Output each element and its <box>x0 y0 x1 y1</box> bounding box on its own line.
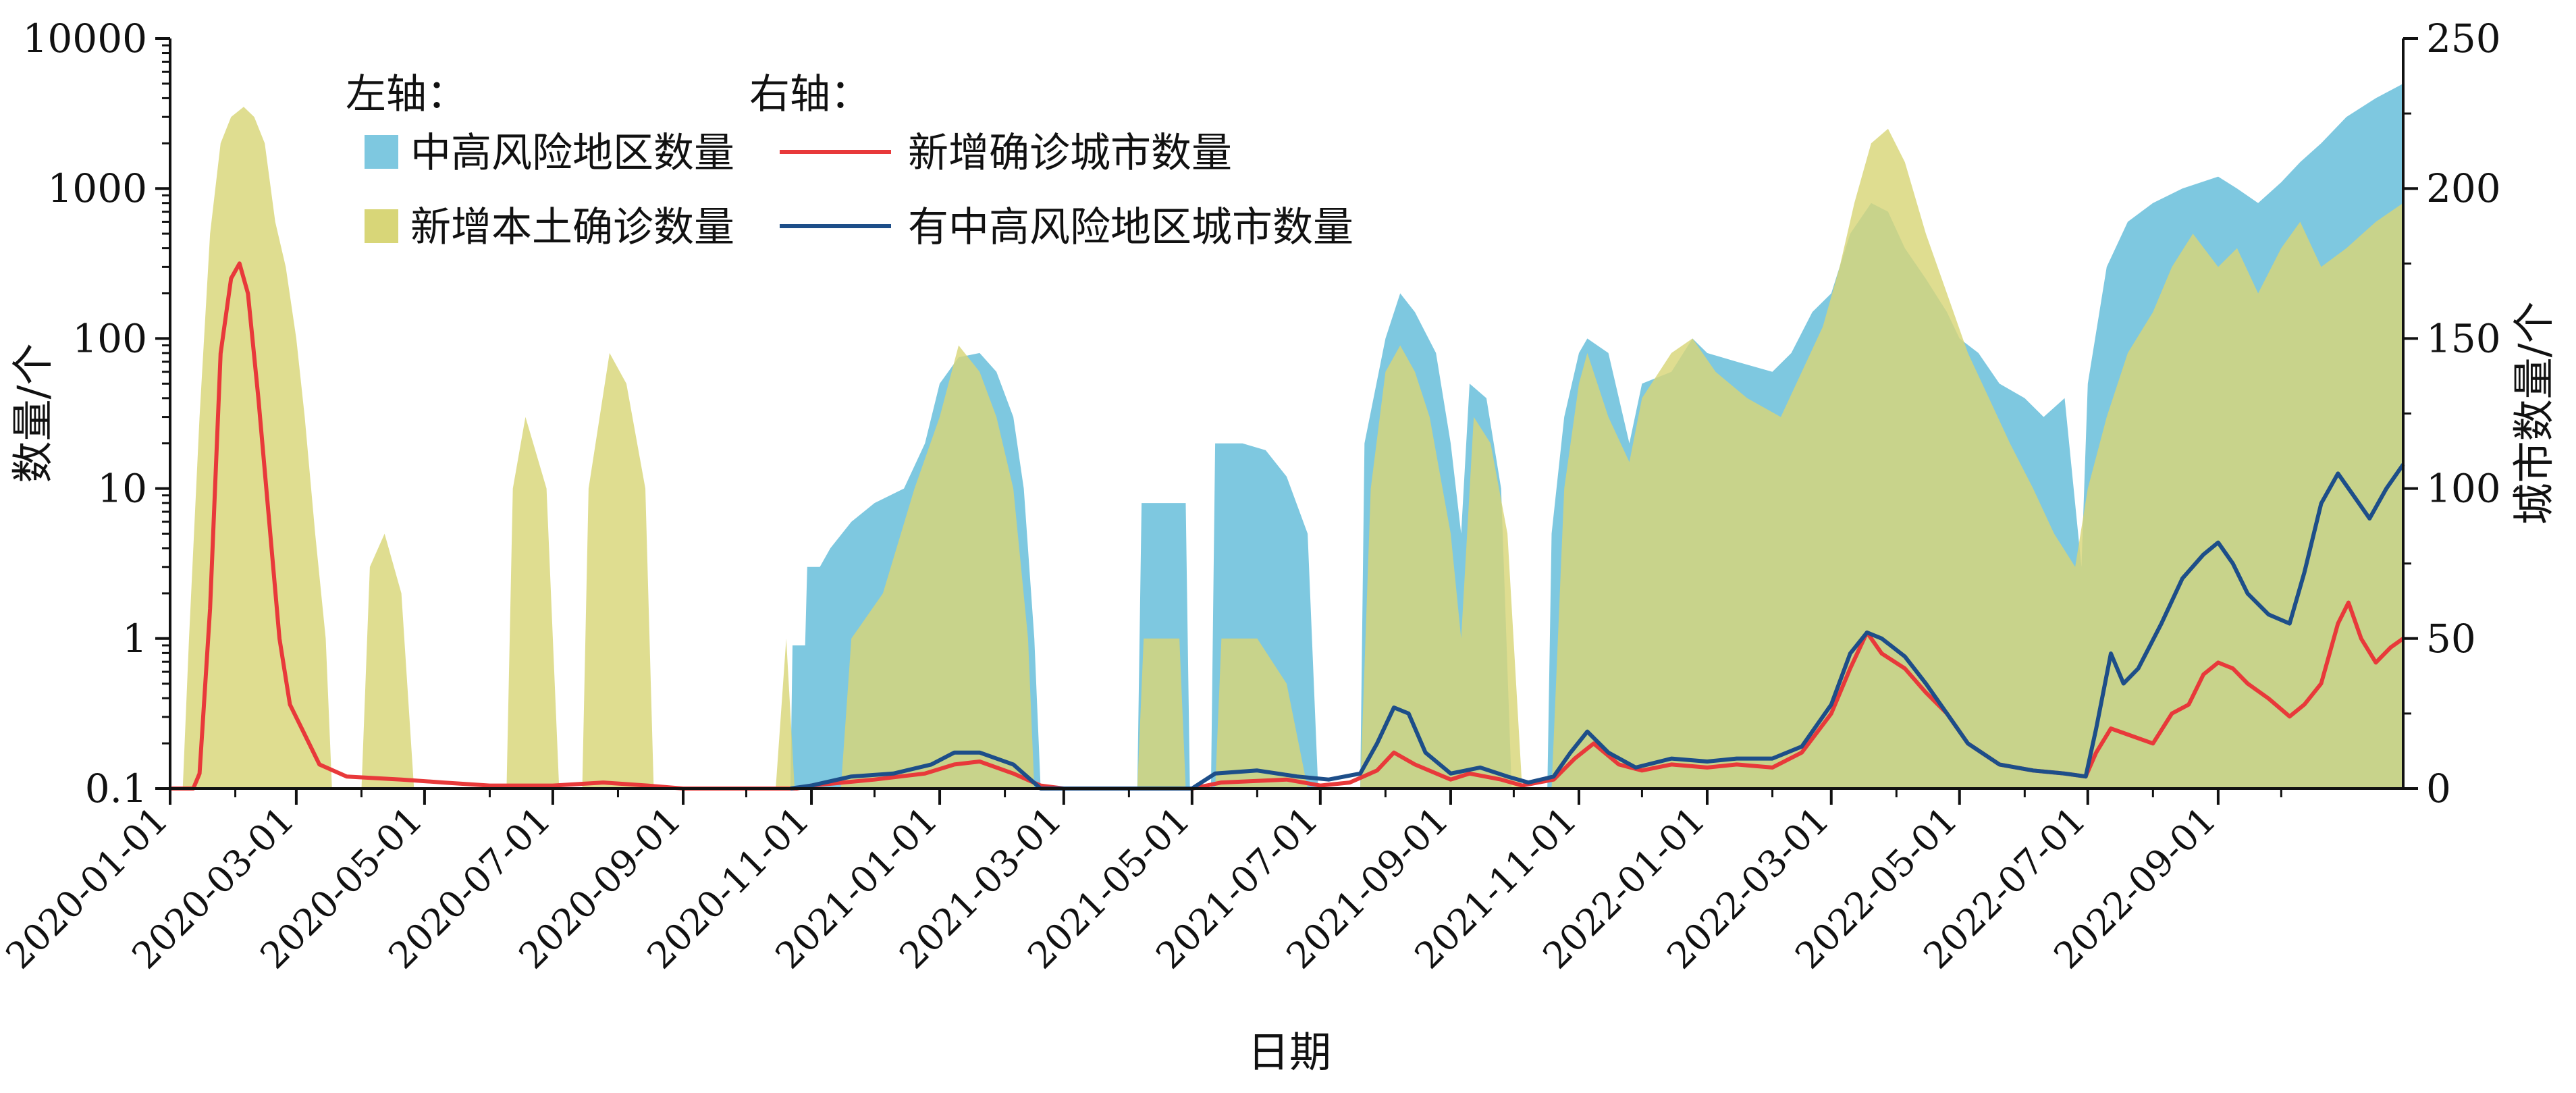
legend-label-confirmed-cities: 新增确诊城市数量 <box>908 130 1232 177</box>
legend: 左轴： 右轴： 中高风险地区数量 新增本土确诊数量 新增确诊城市数量 有中高风险… <box>346 71 1353 251</box>
legend-label-risk-areas: 中高风险地区数量 <box>410 130 734 177</box>
legend-swatch-local-cases <box>365 209 398 243</box>
line-series-group <box>170 261 2405 791</box>
legend-left-heading: 左轴： <box>346 71 467 118</box>
y-left-tick-label: 10000 <box>22 16 147 61</box>
area-series-group <box>182 83 2404 789</box>
local-cases-area <box>182 107 2404 789</box>
y-axis-left-title: 数量/个 <box>8 344 57 483</box>
y-left-tick-label: 1 <box>122 616 147 662</box>
legend-right-heading: 右轴： <box>749 71 871 118</box>
y-left-tick-label: 100 <box>72 315 147 361</box>
y-left-tick-label: 0.1 <box>85 766 147 811</box>
y-right-tick-label: 200 <box>2426 165 2501 211</box>
y-left-tick-label: 1000 <box>47 165 147 211</box>
legend-label-risk-cities: 有中高风险地区城市数量 <box>908 204 1353 251</box>
legend-swatch-risk-areas <box>365 135 398 169</box>
legend-label-local-cases: 新增本土确诊数量 <box>410 204 734 251</box>
y-right-tick-label: 50 <box>2426 616 2476 662</box>
y-axis-right-title: 城市数量/个 <box>2509 302 2558 525</box>
y-left-tick-label: 10 <box>97 466 147 512</box>
y-right-tick-label: 100 <box>2426 466 2501 512</box>
y-right-tick-label: 0 <box>2426 766 2451 811</box>
risk-cities-line <box>790 463 2405 791</box>
y-right-tick-label: 250 <box>2426 16 2501 61</box>
x-axis-title: 日期 <box>1247 1028 1331 1077</box>
y-right-tick-label: 150 <box>2426 315 2501 361</box>
confirmed-cities-line <box>170 261 2405 791</box>
